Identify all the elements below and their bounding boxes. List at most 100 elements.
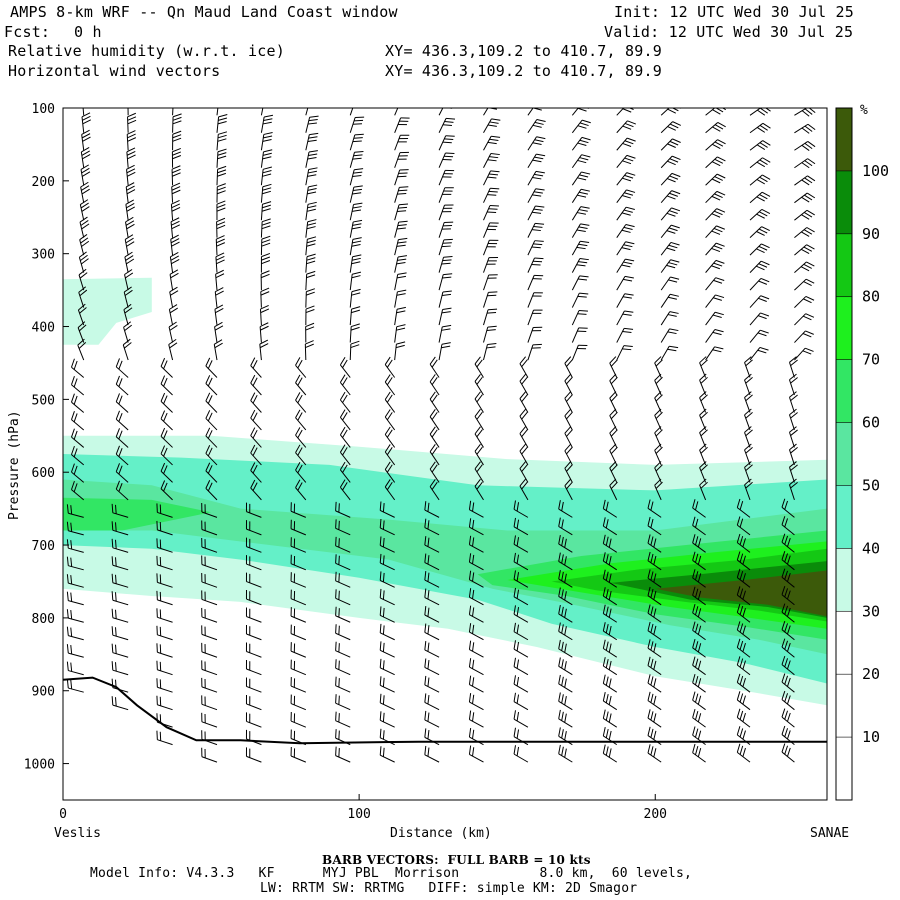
wind-barb xyxy=(527,326,543,343)
wind-barb xyxy=(290,502,307,518)
wind-barb xyxy=(736,656,751,676)
wind-barb xyxy=(744,478,753,501)
wind-barb xyxy=(647,516,662,536)
wind-barb xyxy=(513,692,529,711)
wind-barb xyxy=(744,356,753,378)
wind-barb xyxy=(749,226,770,239)
wind-barb xyxy=(692,708,706,728)
wind-barb xyxy=(616,154,636,169)
wind-barb xyxy=(349,116,365,133)
wind-barb xyxy=(468,658,484,676)
wind-barb xyxy=(424,518,440,536)
wind-barb xyxy=(647,656,662,676)
wind-barb xyxy=(124,251,135,273)
wind-barb xyxy=(295,409,307,431)
wind-barb xyxy=(335,519,351,536)
wind-barb xyxy=(214,304,224,326)
wind-barb xyxy=(558,517,573,536)
wind-barb xyxy=(424,623,440,641)
wind-barb xyxy=(349,185,363,203)
wind-barb xyxy=(736,708,751,728)
wind-barb xyxy=(290,694,307,711)
wind-barb xyxy=(260,201,272,221)
wind-barb xyxy=(250,444,262,466)
wind-barb xyxy=(558,692,573,711)
wind-barb xyxy=(468,518,484,536)
wind-barb xyxy=(160,480,173,501)
wind-barb xyxy=(260,132,273,151)
wind-barb xyxy=(513,675,529,693)
wind-barb xyxy=(602,604,618,623)
wind-barb xyxy=(201,555,218,571)
wind-barb xyxy=(214,287,224,308)
wind-barb xyxy=(394,237,408,256)
wind-barb xyxy=(749,312,770,326)
rh-shading-layer xyxy=(63,277,827,706)
wind-barb xyxy=(339,444,351,466)
wind-barb xyxy=(519,461,529,483)
wind-barb xyxy=(789,426,798,448)
wind-barb xyxy=(205,357,218,378)
wind-barb xyxy=(201,572,218,588)
wind-barb xyxy=(384,374,396,396)
wind-barb xyxy=(66,521,84,536)
wind-barb xyxy=(558,674,573,693)
colorbar-bin xyxy=(836,548,852,612)
wind-barb xyxy=(749,295,770,308)
wind-barb xyxy=(384,461,396,483)
wind-barb xyxy=(295,462,307,483)
wind-barb xyxy=(201,607,218,623)
wind-barb xyxy=(394,289,407,308)
wind-barb xyxy=(558,744,573,763)
wind-barb xyxy=(290,659,307,676)
wind-barb xyxy=(602,517,618,536)
wind-barb xyxy=(201,537,218,553)
wind-barb xyxy=(438,135,455,151)
wind-barb xyxy=(474,478,484,501)
x-axis-label: Distance (km) xyxy=(390,826,492,841)
wind-barb xyxy=(305,288,315,308)
wind-barb xyxy=(513,745,529,763)
wind-barb xyxy=(250,479,262,501)
chart-title: AMPS 8-km WRF -- Qn Maud Land Coast wind… xyxy=(10,3,398,21)
wind-barb xyxy=(794,347,814,361)
wind-barb xyxy=(483,170,500,186)
wind-barb xyxy=(156,643,173,658)
wind-barb xyxy=(245,537,262,553)
wind-barb xyxy=(616,310,634,326)
wind-barb xyxy=(384,426,396,448)
wind-barb xyxy=(127,108,129,116)
axes-layer: 100 200 300 400 500 600 700 800 900 1000 0 100 200 xyxy=(24,102,667,822)
wind-barb xyxy=(305,219,317,238)
wind-barb xyxy=(295,427,307,448)
wind-barb xyxy=(647,674,662,693)
wind-barb xyxy=(172,113,182,133)
wind-barb xyxy=(602,744,618,763)
wind-barb xyxy=(305,150,318,168)
wind-barb xyxy=(564,443,573,466)
wind-barb xyxy=(339,356,351,378)
wind-barb xyxy=(616,224,635,238)
wind-barb xyxy=(290,554,307,571)
wind-barb xyxy=(424,536,440,553)
wind-barb xyxy=(647,551,662,571)
wind-barb xyxy=(171,147,182,168)
wind-barb xyxy=(160,445,173,466)
wind-barb xyxy=(160,357,173,378)
wind-barb xyxy=(749,122,771,134)
wind-barb xyxy=(558,727,573,746)
barb-note: BARB VECTORS: FULL BARB = 10 kts xyxy=(322,853,591,867)
wind-barb xyxy=(794,313,815,326)
wind-barb xyxy=(794,261,815,273)
wind-barb xyxy=(290,519,307,536)
rh-region-50-3 xyxy=(63,479,827,655)
wind-barb xyxy=(705,139,726,151)
wind-barb xyxy=(564,408,573,431)
wind-barb xyxy=(794,158,816,169)
wind-barb xyxy=(660,293,679,308)
wind-barb xyxy=(602,727,618,746)
wind-barb xyxy=(290,624,307,641)
wind-barb xyxy=(260,270,270,291)
wind-barb xyxy=(571,188,590,203)
wind-barb xyxy=(66,591,84,606)
